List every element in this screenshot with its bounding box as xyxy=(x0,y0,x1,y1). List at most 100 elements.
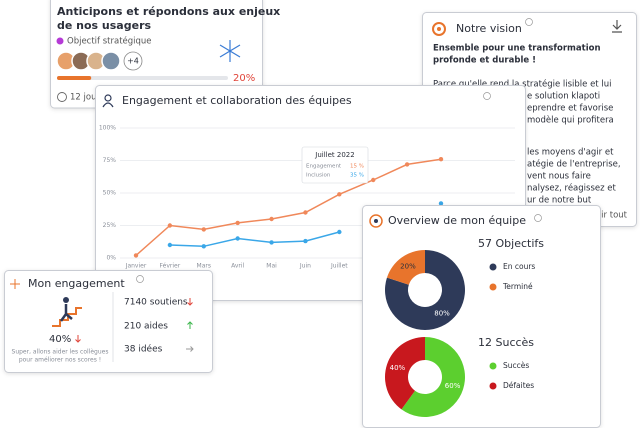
vision-headline: profonde et durable ! xyxy=(433,56,536,66)
objective-title: de nos usagers xyxy=(57,19,151,32)
x-tick-label: Juillet xyxy=(330,263,348,270)
download-icon[interactable] xyxy=(612,20,622,33)
data-point xyxy=(167,223,173,228)
objective-title: Anticipons et répondons aux enjeux xyxy=(57,5,280,18)
vision-text: Parce qu'elle rend la stratégie lisible … xyxy=(433,79,611,90)
down-arrow xyxy=(75,335,81,343)
vision-text: vent nous faire xyxy=(527,172,591,182)
y-tick-label: 50% xyxy=(103,190,117,197)
donut-slice xyxy=(385,337,425,410)
team-card: Overview de mon équipe 80% En cours 20% Ter… xyxy=(362,205,601,428)
vision-text: les moyens d'agir et xyxy=(527,148,614,158)
legend-label: En cours xyxy=(503,262,535,271)
vision-text: eprendre et favorise xyxy=(527,104,613,114)
person-icon xyxy=(102,102,114,108)
tooltip-label: Inclusion xyxy=(306,173,331,179)
tooltip-label: Engagement xyxy=(306,164,342,170)
engagement-title: Engagement et collaboration des équipes xyxy=(122,94,352,107)
data-point xyxy=(201,244,206,249)
data-point xyxy=(371,177,376,183)
snowflake-icon xyxy=(219,40,241,62)
vision-text: nalysez, réagissez et xyxy=(527,183,616,194)
y-tick-label: 0% xyxy=(106,255,116,262)
tooltip: Juillet 2022 Engagement 15 % Inclusion 35 % xyxy=(301,146,369,184)
my-engagement-card: Mon engagement 40% Super, allons aider l… xyxy=(4,270,213,373)
info-icon[interactable] xyxy=(136,275,144,283)
more-members-count: +4 xyxy=(127,57,139,66)
progress-label: 20% xyxy=(233,73,255,84)
stat: 210 aides xyxy=(124,322,168,332)
y-tick-label: 25% xyxy=(103,222,117,229)
engagement-message: pour améliorer nos scores ! xyxy=(19,357,101,364)
data-point xyxy=(167,242,173,248)
see-all-link[interactable]: Voir tout xyxy=(591,211,628,221)
vision-title: Notre vision xyxy=(456,22,522,35)
slice-label: 60% xyxy=(445,382,461,390)
vision-text: e solution klapoti xyxy=(527,92,600,102)
data-point xyxy=(337,229,342,235)
slice-label: 20% xyxy=(400,263,416,271)
legend-dot xyxy=(489,263,497,271)
data-point xyxy=(269,240,274,245)
progress-bar xyxy=(57,76,92,80)
engagement-score: 40% xyxy=(49,334,71,345)
vision-icon-dot xyxy=(437,27,441,31)
donut-title: 12 Succès xyxy=(478,336,534,349)
slice-label: 40% xyxy=(390,364,406,372)
tooltip-box xyxy=(301,146,369,184)
legend-dot xyxy=(489,362,497,370)
data-point xyxy=(133,253,139,258)
info-icon[interactable] xyxy=(525,18,533,26)
down-arrow xyxy=(187,298,193,306)
slice-label: 80% xyxy=(434,309,450,317)
y-tick-label: 100% xyxy=(99,125,116,132)
due-date: 12 jours xyxy=(70,93,105,103)
info-icon[interactable] xyxy=(483,92,491,100)
data-point xyxy=(201,227,206,232)
donut-slice xyxy=(385,250,465,331)
my-engagement-title: Mon engagement xyxy=(28,277,125,290)
up-arrow xyxy=(187,321,193,329)
tooltip-value: 35 % xyxy=(350,173,364,179)
donut-slice xyxy=(386,250,425,285)
x-tick-label: Janvier xyxy=(125,263,147,270)
stat: 7140 soutiens xyxy=(124,298,188,308)
tooltip-title: Juillet 2022 xyxy=(314,151,354,159)
avatar xyxy=(101,51,121,71)
y-tick-label: 75% xyxy=(103,157,117,164)
x-tick-label: Mai xyxy=(266,263,277,270)
data-point xyxy=(438,201,444,206)
legend-dot xyxy=(489,283,497,291)
more-members[interactable] xyxy=(123,51,143,71)
tag-dot xyxy=(56,37,64,45)
objective-card: Anticipons et répondons aux enjeux de no… xyxy=(50,0,280,109)
x-tick-label: Février xyxy=(160,263,181,270)
data-point xyxy=(235,220,240,226)
engagement-message: Super, allons aider les collègues xyxy=(12,349,109,356)
objective-tag: Objectif stratégique xyxy=(67,36,152,47)
legend-label: Défaites xyxy=(503,381,534,390)
series-line xyxy=(135,158,442,256)
x-tick-label: Avril xyxy=(231,263,244,270)
target-icon xyxy=(369,214,383,228)
sparkle-icon xyxy=(10,279,20,289)
data-point xyxy=(404,162,410,167)
legend-label: Terminé xyxy=(502,282,533,291)
vision-text: atégie de l'entreprise, xyxy=(527,159,621,170)
data-point xyxy=(303,238,308,244)
target-icon xyxy=(374,219,378,223)
vision-text: modèle qui profitera xyxy=(527,115,614,126)
neutral-arrow xyxy=(186,346,194,352)
clock-icon xyxy=(57,92,67,102)
tooltip-value: 15 % xyxy=(350,164,364,170)
vision-icon xyxy=(432,22,446,36)
team-title: Overview de mon équipe xyxy=(388,214,526,227)
donut-title: 57 Objectifs xyxy=(478,237,544,250)
info-icon[interactable] xyxy=(534,214,542,222)
data-point xyxy=(235,236,240,241)
legend-label: Succès xyxy=(503,361,529,370)
legend-dot xyxy=(489,382,497,390)
data-point xyxy=(303,210,308,215)
data-point xyxy=(438,157,444,162)
